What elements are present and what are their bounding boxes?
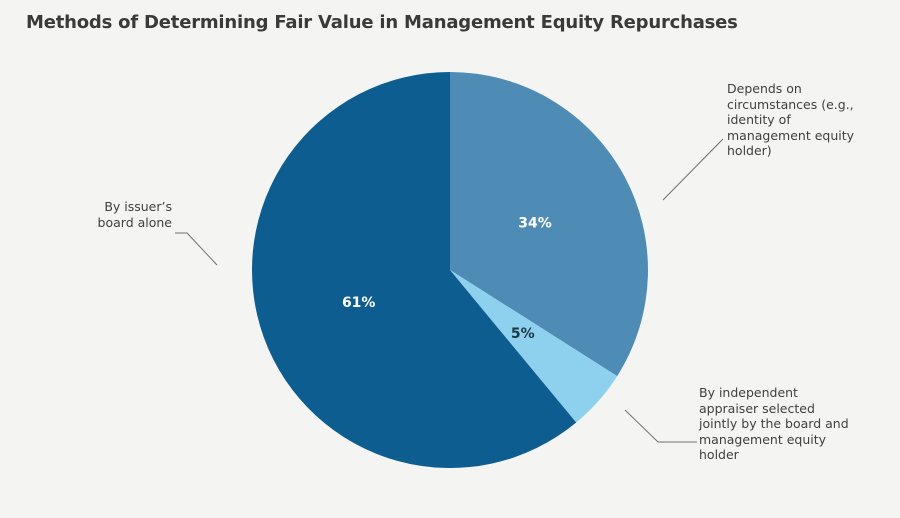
callout-line: Depends on [727,81,802,96]
chart-title: Methods of Determining Fair Value in Man… [26,12,738,33]
pie-slice-1 [450,270,618,423]
callout-line: management equity [699,431,827,447]
callout-line: holder) [727,143,772,158]
callout-line: appraiser selected [699,400,815,416]
callout-board-alone: By issuer’s board alone [42,199,172,230]
callout-line: holder [699,447,739,462]
callout-line: jointly by the board and [699,416,849,431]
leader-line-independent-appraiser [624,409,697,443]
callout-line: By independent [699,385,798,400]
pie-slice-2 [251,72,577,468]
slice-value-label-1: 5% [511,326,535,342]
callout-depends-circumstances: Depends on circumstances (e.g., identity o… [727,81,877,159]
slice-value-label-2: 61% [342,295,376,311]
callout-line: identity of [727,112,791,127]
callout-line: board alone [97,214,172,230]
leader-line-board-alone [175,232,218,266]
callout-line: circumstances (e.g., [727,96,854,112]
callout-line: management equity [727,127,855,143]
pie-slice-0 [450,72,649,377]
callout-independent-appraiser: By independent appraiser selected jointly … [699,385,869,463]
slice-value-label-0: 34% [518,215,552,231]
leader-line-depends-circumstances [662,138,724,201]
callout-line: By issuer’s [104,199,172,214]
